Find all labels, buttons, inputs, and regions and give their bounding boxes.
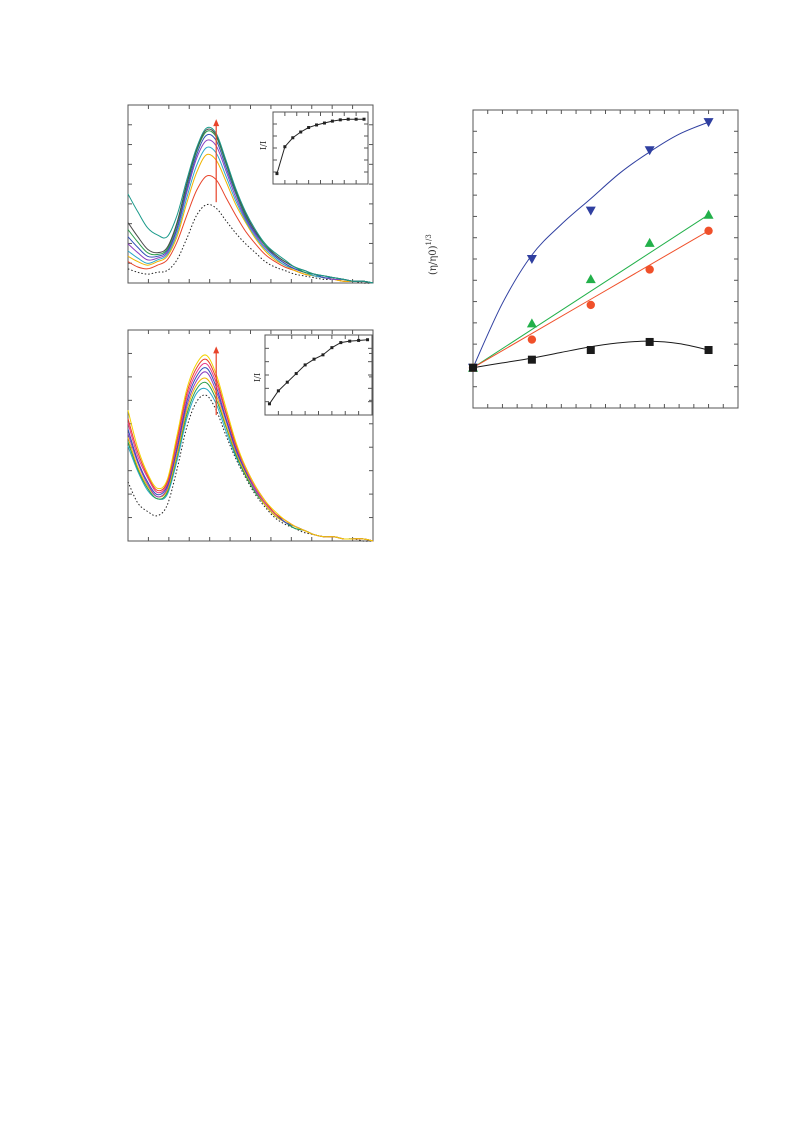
viscosity-ylabel-exponent: 1/3 [425, 234, 433, 245]
bottom-inset-point-1 [276, 389, 280, 393]
bottom-inset-point-9 [348, 339, 352, 343]
top-arrow-head [213, 119, 220, 127]
top-series-line-6 [127, 128, 374, 284]
viscosity-triangle-down-point-2 [585, 206, 596, 216]
top-series-line-3 [127, 139, 374, 284]
bottom-spectra-lines [127, 354, 374, 542]
bottom-arrow-head [213, 346, 220, 354]
bottom-series-line-1 [127, 381, 374, 542]
viscosity-triangle-down-point-4 [703, 118, 714, 128]
viscosity-triangle-down-point-3 [644, 146, 655, 156]
top-spectra-panel: I/I [127, 104, 374, 284]
viscosity-square-point-4 [704, 346, 713, 355]
top-series-line-5 [127, 130, 374, 284]
viscosity-fit-triangle-down [472, 121, 709, 368]
viscosity-markers [468, 118, 714, 373]
top-inset-ylabel: I/I [259, 141, 268, 150]
viscosity-circle-point-2 [586, 300, 595, 310]
bottom-series-line-2 [127, 377, 374, 542]
top-inset-frame [272, 111, 369, 185]
bottom-inset-point-10 [357, 338, 361, 342]
top-inset: I/I [259, 111, 369, 185]
viscosity-frame [472, 109, 739, 409]
bottom-inset-series [264, 334, 373, 416]
bottom-series-line-0 [127, 387, 374, 542]
bottom-inset-point-8 [339, 341, 343, 345]
bottom-series-line-3 [127, 371, 374, 542]
bottom-inset-point-5 [312, 357, 316, 361]
viscosity-fit-lines [472, 121, 709, 369]
top-inset-point-11 [362, 117, 366, 121]
bottom-series-line-4 [127, 367, 374, 542]
top-inset-point-9 [346, 117, 350, 121]
viscosity-triangle-up-point-3 [644, 237, 655, 247]
viscosity-fit-triangle-up [472, 214, 709, 369]
top-inset-series [272, 111, 369, 185]
top-inset-point-5 [315, 123, 319, 127]
bottom-series-line-7 [127, 354, 374, 542]
top-inset-point-10 [354, 117, 358, 121]
top-reference-line [127, 203, 374, 284]
bottom-inset-point-4 [303, 363, 307, 367]
viscosity-triangle-up-point-4 [703, 209, 714, 219]
bottom-inset-point-6 [321, 353, 325, 357]
bottom-inset: I/I [253, 334, 373, 416]
viscosity-square-point-2 [586, 346, 595, 355]
top-inset-point-7 [330, 119, 334, 123]
top-spectra-lines [127, 126, 374, 284]
bottom-inset-frame [264, 334, 373, 416]
top-inset-point-0 [275, 172, 279, 176]
bottom-spectra-ticks [127, 329, 374, 542]
top-inset-point-2 [291, 136, 295, 140]
viscosity-circle-point-4 [704, 226, 713, 236]
top-inset-point-3 [299, 130, 303, 134]
top-inset-point-4 [307, 126, 311, 130]
viscosity-square-point-1 [527, 355, 536, 364]
top-series-line-1 [127, 153, 374, 284]
bottom-series-line-5 [127, 362, 374, 542]
viscosity-triangle-up-point-2 [585, 274, 596, 284]
bottom-series-line-6 [127, 358, 374, 542]
bottom-inset-point-0 [267, 402, 271, 406]
bottom-inset-line [269, 339, 368, 405]
bottom-inset-ylabel: I/I [253, 373, 262, 382]
bottom-inset-point-11 [366, 338, 370, 342]
bottom-inset-point-3 [294, 372, 298, 376]
viscosity-square-point-3 [645, 337, 654, 346]
viscosity-circle-point-3 [645, 265, 654, 274]
top-inset-point-1 [283, 145, 287, 149]
top-series-line-7 [127, 126, 374, 284]
top-spectra-arrow [213, 119, 220, 203]
bottom-inset-point-7 [330, 346, 334, 350]
top-inset-line [276, 118, 365, 174]
viscosity-panel: (η/η0)1/3 [425, 109, 739, 409]
viscosity-triangle-up-point-1 [526, 318, 537, 328]
bottom-inset-point-2 [285, 380, 289, 384]
bottom-spectra-panel: I/I [127, 329, 374, 542]
top-inset-point-6 [322, 121, 326, 125]
top-series-line-4 [127, 133, 374, 284]
viscosity-square-point-0 [469, 363, 477, 372]
top-inset-point-8 [338, 118, 342, 122]
viscosity-ylabel: (η/η0)1/3 [425, 234, 439, 275]
viscosity-ylabel-base: (η/η0) [428, 245, 439, 275]
bottom-reference-line [127, 394, 374, 542]
viscosity-circle-point-1 [527, 335, 537, 344]
bottom-spectra-arrow [213, 346, 220, 416]
viscosity-ticks [472, 109, 739, 409]
viscosity-triangle-down-point-1 [526, 255, 537, 264]
viscosity-fit-circle [472, 230, 709, 369]
